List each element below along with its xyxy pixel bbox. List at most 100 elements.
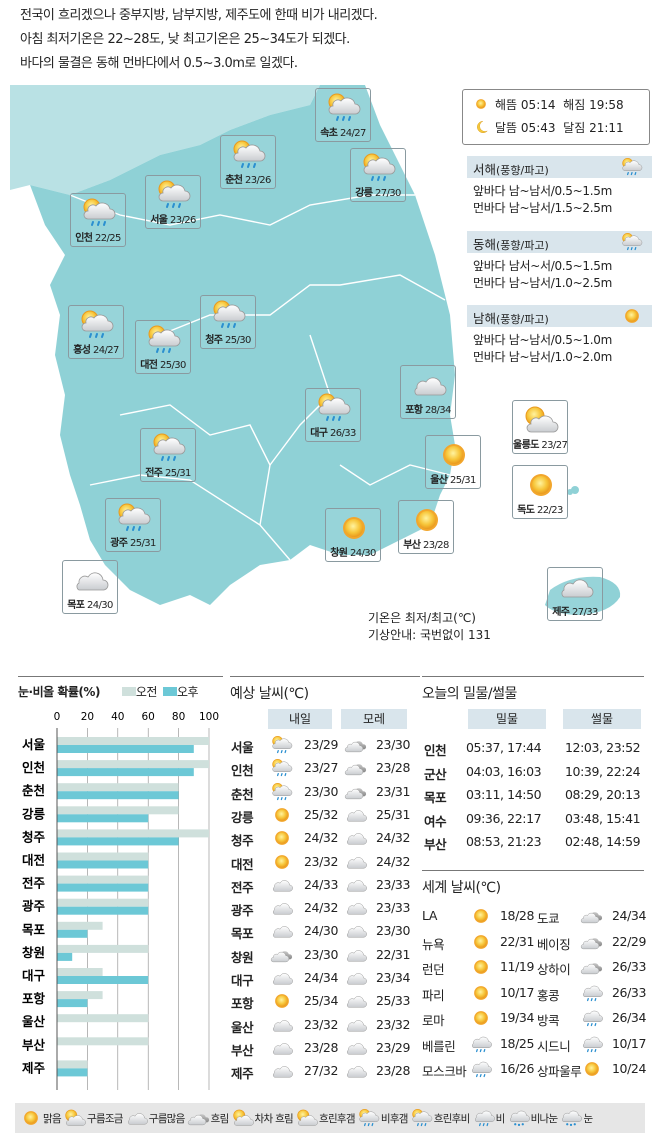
forecast-city: 제주 [231, 1066, 254, 1082]
x-tick-label: 20 [81, 711, 94, 723]
snow-icon [507, 1108, 531, 1128]
world-city: 상하이 [537, 962, 571, 977]
bar-am [57, 991, 103, 1000]
forecast-title: 예상 날씨(℃) [230, 686, 309, 702]
sun-icon [409, 504, 445, 536]
forecast-temp-dayafter: 23/33 [376, 876, 411, 892]
cloud-icon [342, 1015, 370, 1035]
tides-title: 오늘의 밀물/썰물 [422, 686, 517, 702]
city-temp: 25/30 [224, 335, 251, 346]
forecast-city: 전주 [231, 879, 254, 895]
bar-pm [57, 745, 194, 753]
precip-bar-chart: 0 20 40 60 80 100 서울인천춘천강릉청주대전전주광주목포창원대구포항울산부산… [22, 711, 219, 1090]
city-temp: 27/33 [571, 607, 598, 618]
forecast-temp-tomorrow: 23/32 [304, 853, 339, 869]
rain-icon [472, 1108, 496, 1128]
cloud-icon [342, 852, 370, 872]
world-temp: 26/33 [612, 984, 647, 1000]
world-temp: 26/33 [612, 959, 647, 974]
city-name: 독도 [517, 505, 535, 516]
world-temp: 18/28 [500, 908, 535, 923]
tide-high: 09:36, 22:17 [466, 810, 542, 826]
legend-label: 비후갬 [380, 1112, 409, 1125]
overcast-icon [342, 735, 370, 755]
bar-am [57, 1037, 149, 1046]
tide-low: 08:29, 20:13 [565, 787, 641, 802]
world-title: 세계 날씨(℃) [422, 880, 501, 896]
city-temp: 26/33 [329, 428, 356, 439]
sun-icon [523, 469, 559, 501]
bar-pm [57, 976, 149, 984]
bar-am [57, 737, 209, 745]
sea-sub: (풍향/파고) [496, 313, 549, 326]
city-temp: 24/30 [86, 600, 113, 611]
category-label: 서울 [22, 737, 46, 752]
forecast-temp-tomorrow: 27/32 [304, 1063, 339, 1079]
sea-near: 앞바다 남~남서/0.5~1.0m [473, 333, 612, 347]
map-city-8: 포항 28/34 [400, 365, 456, 419]
city-temp: 28/34 [424, 405, 451, 416]
map-city-12: 울산 25/31 [425, 435, 481, 489]
world-temp: 11/19 [500, 959, 535, 974]
suncloudrain-icon [231, 139, 267, 171]
moonset-time: 21:11 [589, 121, 624, 135]
tides-header: 오늘의 밀물/썰물 [422, 676, 644, 703]
suncloudrain-icon [116, 502, 152, 534]
map-city-14: 광주 25/31 [105, 498, 161, 552]
legend-label: 흐림 [210, 1112, 230, 1125]
map-city-15: 창원 24/30 [325, 508, 381, 562]
summary-line: 아침 최저기온은 22~28도, 낮 최고기온은 25~34도가 되겠다. [20, 32, 350, 47]
tide-high: 03:11, 14:50 [466, 787, 542, 802]
x-tick-label: 0 [54, 711, 61, 723]
bar-pm [57, 814, 149, 823]
cloud-icon [342, 828, 370, 848]
legend-label: 흐린후갬 [319, 1112, 356, 1125]
sea-0: 서해(풍향/파고) 앞바다 남~남서/0.5~1.5m 먼바다 남~남서/1.5~2… [467, 156, 652, 217]
sun-moon-box: 해뜸 05:14 해짐 19:58 달뜸 05:43 달짐 21:11 [462, 89, 650, 145]
legend-label: 차차 흐림 [254, 1112, 294, 1125]
sun-icon [268, 991, 296, 1011]
world-city: LA [422, 908, 438, 923]
forecast-city: 광주 [231, 903, 254, 919]
moon-icon [473, 119, 489, 135]
overcast-icon [342, 758, 370, 778]
precip-chart-header: 눈·비올 확률(%) 오전 오후 [18, 676, 223, 700]
forecast-temp-tomorrow: 25/32 [304, 806, 339, 822]
weather-map: 속초 24/27 춘천 23/26 강릉 27/30 서울 23/26 인천 22/25… [10, 85, 658, 660]
tide-high: 04:03, 16:03 [466, 763, 542, 779]
suncloudrain-icon [357, 1108, 381, 1128]
bar-am [57, 898, 149, 907]
map-city-2: 강릉 27/30 [350, 148, 406, 202]
city-name: 포항 [405, 405, 423, 416]
rain-icon [578, 1008, 606, 1028]
sea-near: 앞바다 남서~서/0.5~1.5m [473, 259, 612, 273]
city-name: 홍성 [73, 345, 91, 356]
tide-city: 부산 [424, 837, 447, 852]
sun-icon [268, 852, 296, 872]
sea-far: 먼바다 남~남서/1.0~2.0m [473, 350, 612, 364]
map-city-5: 홍성 24/27 [68, 305, 124, 359]
overcast-icon [342, 782, 370, 802]
bar-am [57, 921, 103, 930]
legend-label: 구름많음 [148, 1112, 186, 1125]
legend-item: 비후갬 [357, 1108, 408, 1128]
precip-chart-title: 눈·비올 확률(%) [18, 685, 100, 699]
forecast-temp-tomorrow: 23/32 [304, 1016, 339, 1032]
cloud-icon [558, 571, 594, 603]
legend-item: 흐린후비 [410, 1108, 470, 1128]
map-city-9: 대구 26/33 [305, 388, 361, 442]
legend-item: 구름조금 [63, 1108, 123, 1128]
suncloudrain-icon [156, 179, 192, 211]
x-tick-label: 40 [111, 711, 124, 723]
land-mass [30, 85, 455, 605]
moonrise-label: 달뜸 [495, 121, 518, 135]
city-name: 전주 [145, 468, 163, 479]
forecast-temp-tomorrow: 24/30 [304, 923, 339, 939]
icon-legend-bar: 맑음 구름조금 구름많음 흐림 차차 흐림 흐린후갬 비후갬 흐린후비 비 비나눈 눈 [15, 1103, 645, 1133]
forecast-temp-dayafter: 23/28 [376, 1063, 411, 1079]
sun-icon [473, 96, 489, 112]
cloud-icon [342, 921, 370, 941]
city-name: 대구 [310, 428, 328, 439]
bar-am [57, 1014, 149, 1023]
tides-col-low: 썰물 [563, 709, 641, 729]
